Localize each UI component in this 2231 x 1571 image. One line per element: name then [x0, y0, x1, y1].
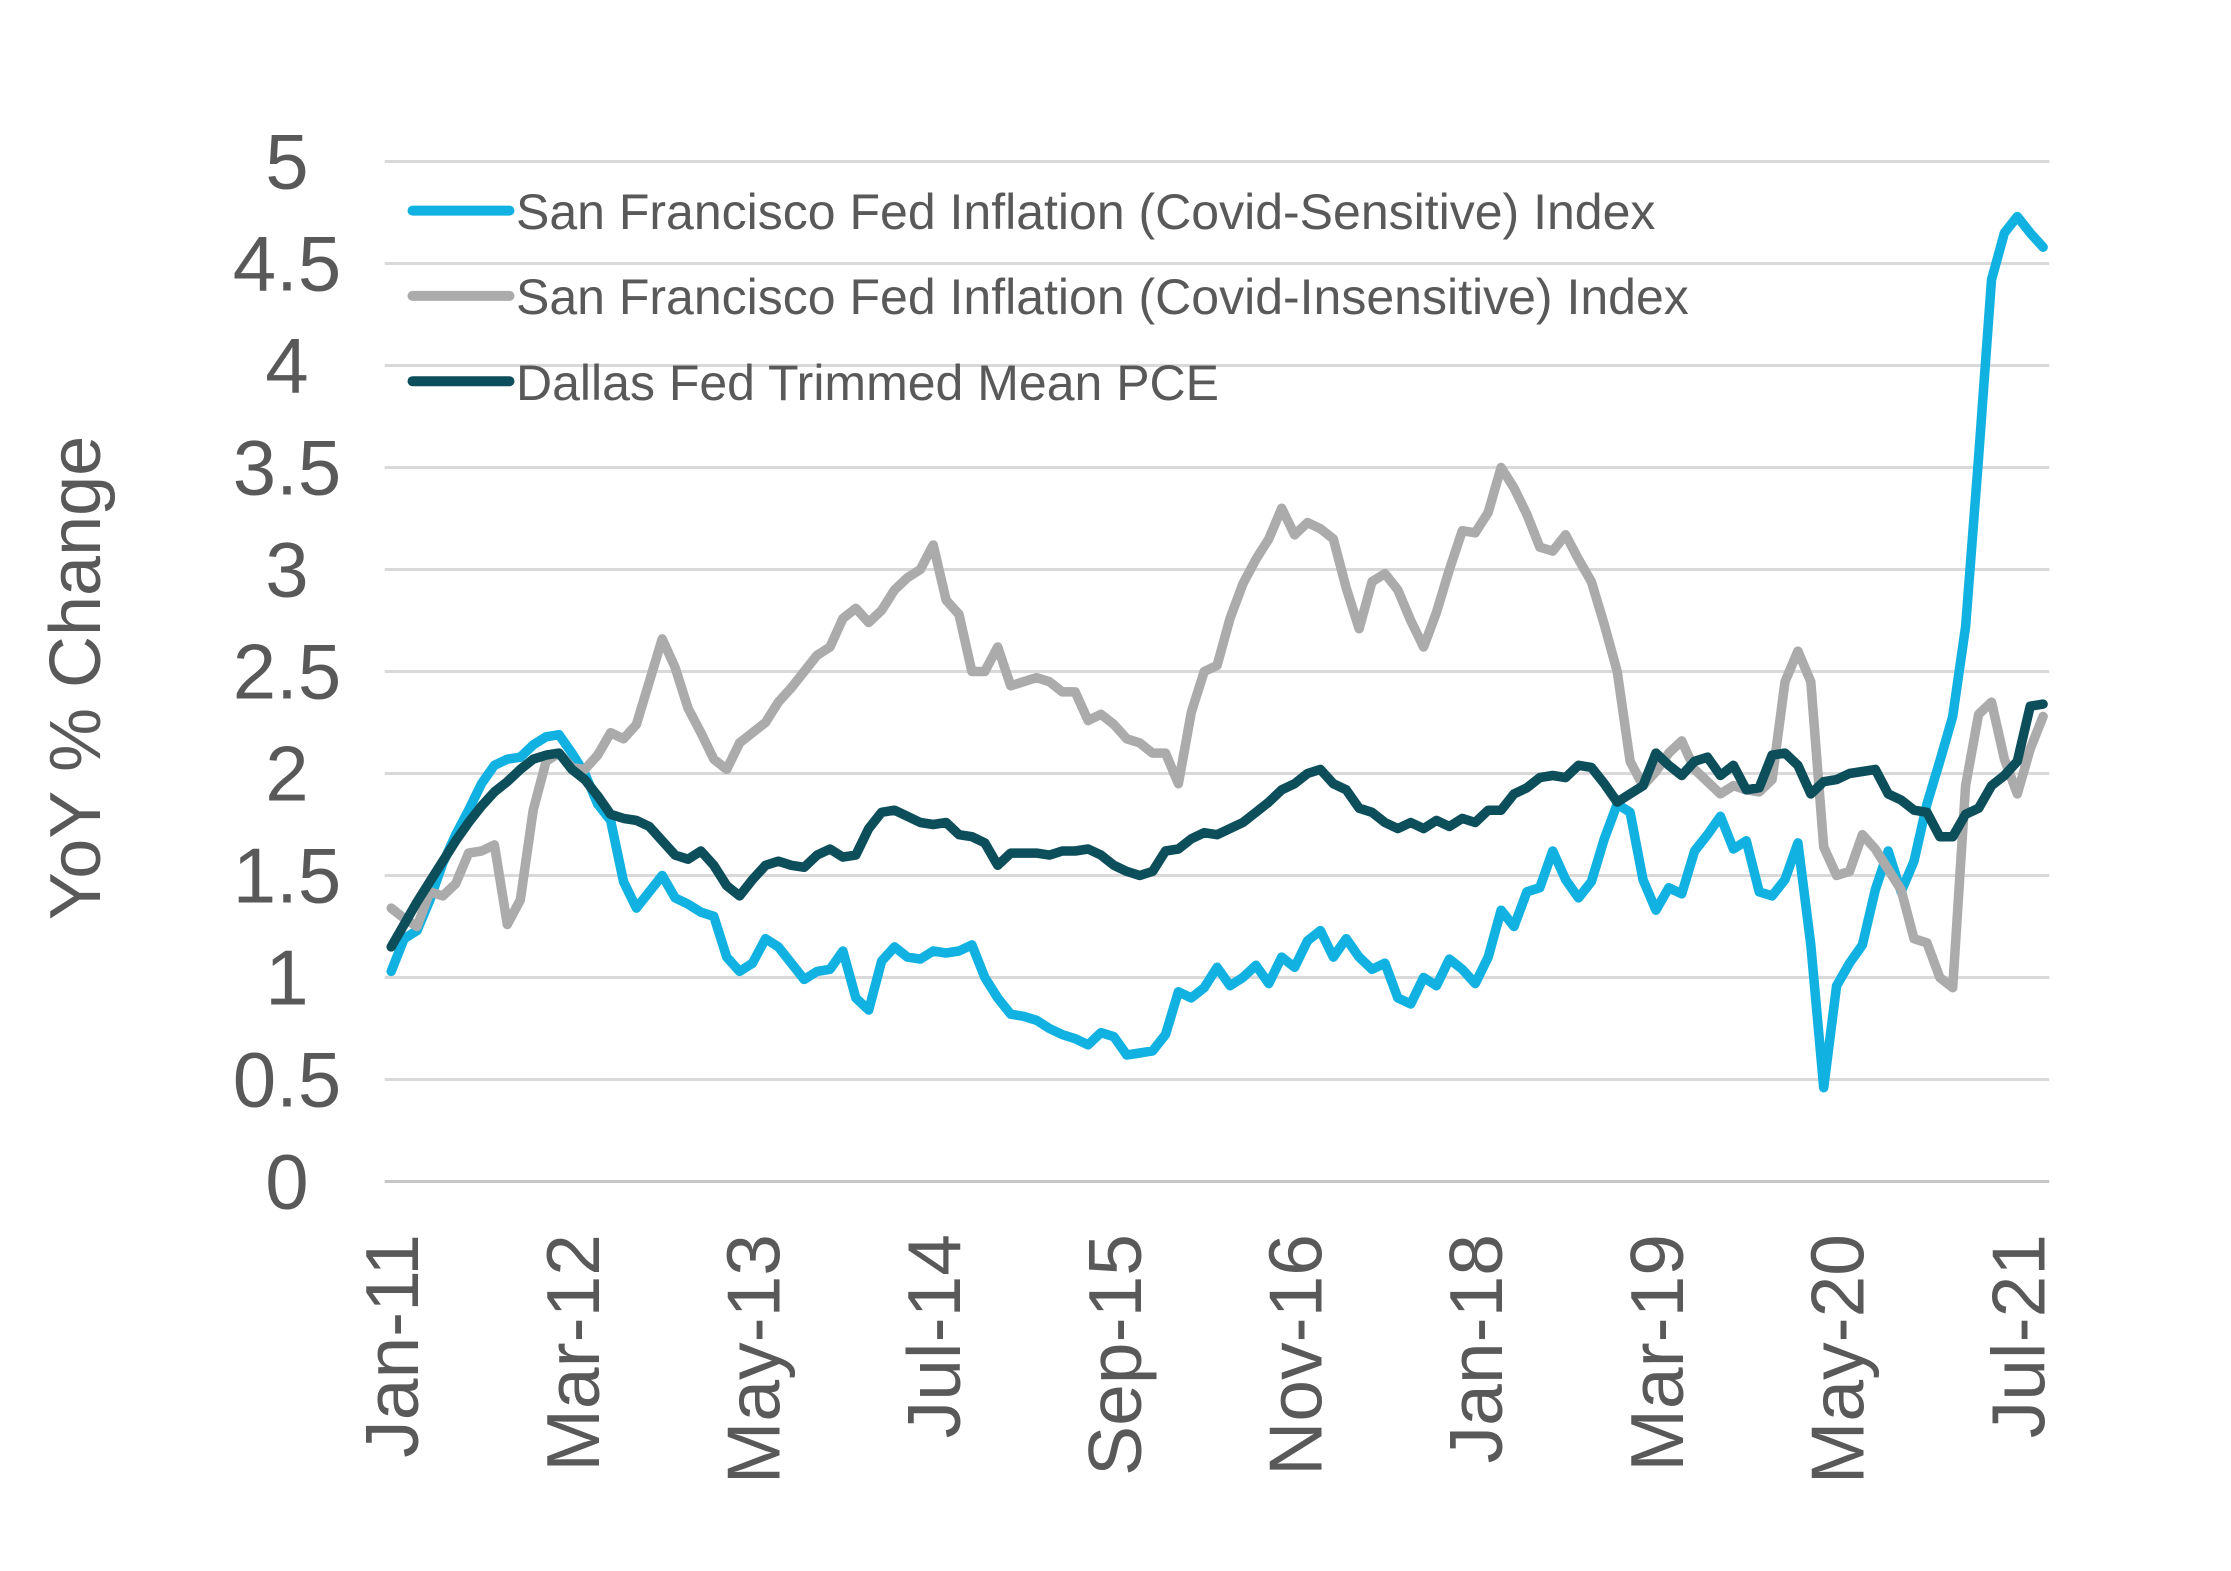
svg-text:2: 2 — [265, 730, 308, 818]
svg-text:May-20: May-20 — [1796, 1234, 1880, 1484]
svg-text:1.5: 1.5 — [233, 832, 341, 920]
svg-text:San Francisco Fed Inflation (C: San Francisco Fed Inflation (Covid-Insen… — [516, 269, 1689, 325]
svg-text:May-13: May-13 — [712, 1234, 796, 1484]
svg-text:3: 3 — [265, 526, 308, 614]
svg-text:Jan-11: Jan-11 — [350, 1234, 434, 1458]
svg-text:Mar-12: Mar-12 — [531, 1234, 615, 1472]
svg-text:Jul-21: Jul-21 — [1976, 1234, 2060, 1438]
svg-text:5: 5 — [265, 118, 308, 206]
svg-text:YoY % Change: YoY % Change — [36, 436, 116, 920]
svg-text:Jul-14: Jul-14 — [892, 1234, 976, 1438]
svg-text:4.5: 4.5 — [233, 220, 341, 308]
svg-text:0.5: 0.5 — [233, 1036, 341, 1124]
svg-text:Jan-18: Jan-18 — [1434, 1234, 1518, 1463]
svg-text:Sep-15: Sep-15 — [1073, 1234, 1157, 1476]
svg-text:3.5: 3.5 — [233, 424, 341, 512]
svg-text:San Francisco Fed Inflation (C: San Francisco Fed Inflation (Covid-Sensi… — [516, 184, 1655, 240]
svg-text:1: 1 — [265, 934, 308, 1022]
svg-text:0: 0 — [265, 1138, 308, 1226]
svg-text:Dallas Fed Trimmed Mean PCE: Dallas Fed Trimmed Mean PCE — [516, 355, 1219, 411]
svg-text:Nov-16: Nov-16 — [1254, 1234, 1338, 1476]
svg-text:2.5: 2.5 — [233, 628, 341, 716]
svg-text:Mar-19: Mar-19 — [1615, 1234, 1699, 1472]
svg-text:4: 4 — [265, 322, 308, 410]
